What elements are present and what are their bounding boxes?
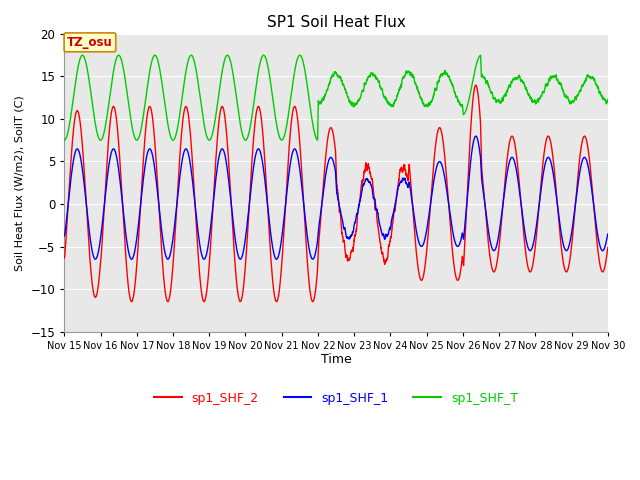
Legend: sp1_SHF_2, sp1_SHF_1, sp1_SHF_T: sp1_SHF_2, sp1_SHF_1, sp1_SHF_T: [149, 387, 523, 410]
Text: TZ_osu: TZ_osu: [67, 36, 113, 49]
Title: SP1 Soil Heat Flux: SP1 Soil Heat Flux: [267, 15, 406, 30]
Y-axis label: Soil Heat Flux (W/m2), SoilT (C): Soil Heat Flux (W/m2), SoilT (C): [15, 95, 25, 271]
X-axis label: Time: Time: [321, 353, 351, 366]
